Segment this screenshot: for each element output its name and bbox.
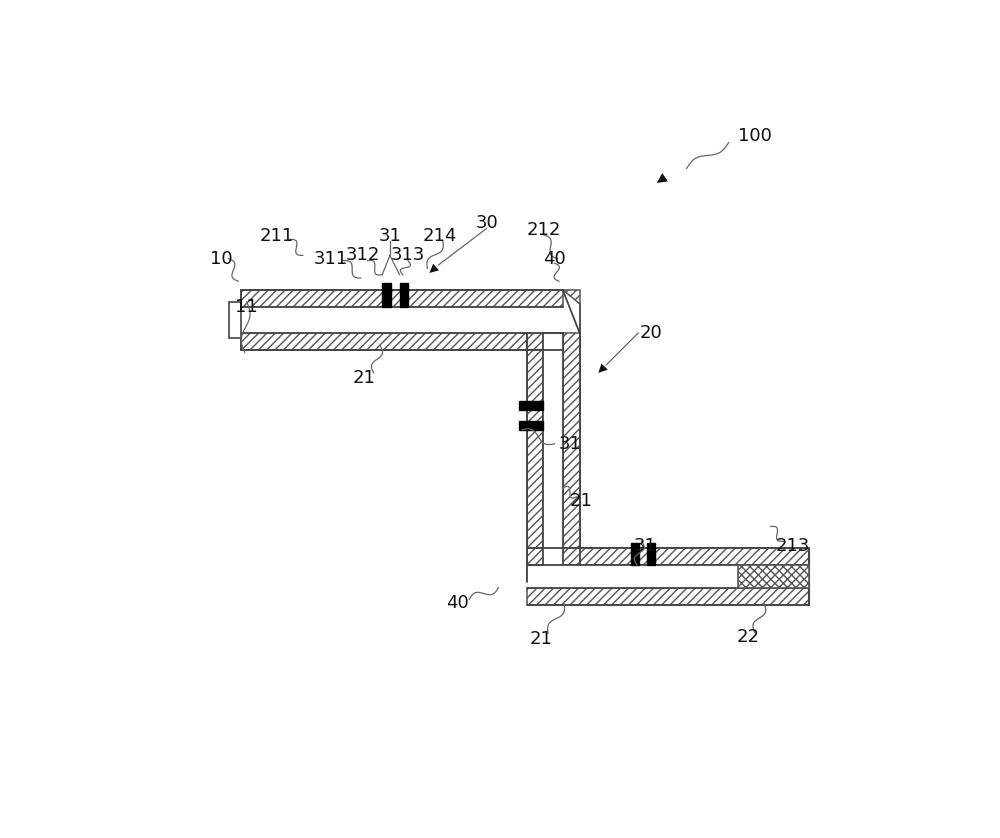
Text: 30: 30 xyxy=(475,215,498,232)
Bar xyxy=(647,542,655,565)
Bar xyxy=(241,333,563,349)
Text: 40: 40 xyxy=(446,593,469,612)
Bar xyxy=(527,333,543,565)
Text: 22: 22 xyxy=(737,628,760,646)
Bar xyxy=(527,548,809,565)
Bar xyxy=(519,401,543,411)
Text: 21: 21 xyxy=(570,492,593,510)
Text: 21: 21 xyxy=(353,369,376,387)
Text: 313: 313 xyxy=(391,246,425,265)
Polygon shape xyxy=(527,330,563,349)
Bar xyxy=(563,333,580,565)
Text: 100: 100 xyxy=(738,127,771,145)
Polygon shape xyxy=(543,304,563,333)
Text: 212: 212 xyxy=(526,220,561,239)
Bar xyxy=(229,302,241,338)
Text: 311: 311 xyxy=(313,250,348,267)
Bar xyxy=(527,565,809,587)
Text: 214: 214 xyxy=(423,227,457,245)
Text: 21: 21 xyxy=(530,630,553,649)
Text: 211: 211 xyxy=(260,227,294,245)
Bar xyxy=(382,282,391,307)
Text: 40: 40 xyxy=(543,250,566,267)
Bar xyxy=(527,587,809,604)
Text: 10: 10 xyxy=(210,250,232,267)
Text: 31: 31 xyxy=(559,435,582,453)
Bar xyxy=(519,421,543,430)
Bar xyxy=(400,282,408,307)
Bar xyxy=(543,333,563,565)
Text: 20: 20 xyxy=(640,323,663,342)
Polygon shape xyxy=(563,290,580,333)
Bar xyxy=(738,565,809,587)
Polygon shape xyxy=(527,565,543,582)
Bar xyxy=(241,290,563,307)
Bar xyxy=(631,542,639,565)
Text: 213: 213 xyxy=(776,537,810,555)
Text: 31: 31 xyxy=(378,227,401,245)
Bar xyxy=(241,307,563,333)
Text: 11: 11 xyxy=(235,298,258,316)
Text: 312: 312 xyxy=(346,246,380,265)
Text: 31: 31 xyxy=(633,537,656,555)
